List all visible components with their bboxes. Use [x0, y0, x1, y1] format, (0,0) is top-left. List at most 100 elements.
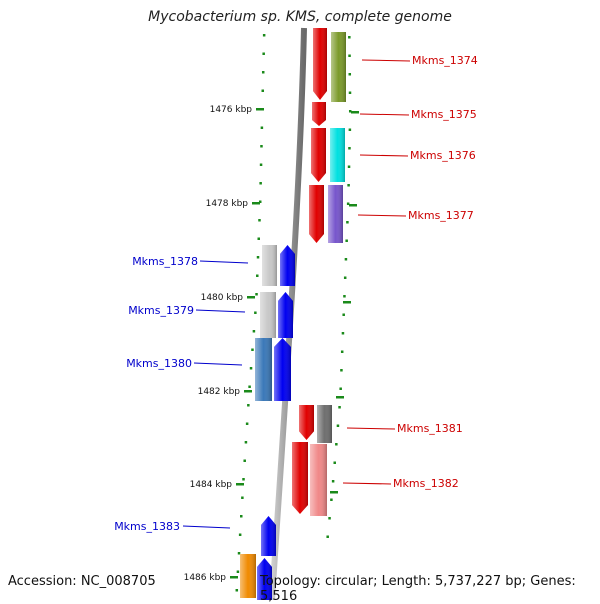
scale-dot [235, 589, 239, 592]
kbp-tick-mark [330, 491, 338, 494]
scale-dot [262, 52, 265, 55]
scale-dot [341, 332, 345, 335]
gene-leader-line [195, 309, 246, 313]
scale-dot [340, 350, 344, 353]
scale-dot [348, 36, 351, 39]
gene-label[interactable]: Mkms_1377 [408, 209, 474, 222]
diagram-title: Mycobacterium sp. KMS, complete genome [148, 9, 452, 25]
scale-dot [333, 461, 336, 464]
scale-dot [247, 404, 250, 407]
gene-arrow[interactable] [274, 338, 291, 401]
scale-dot [339, 387, 342, 390]
gene-label[interactable]: Mkms_1376 [410, 149, 476, 162]
scale-dot [331, 480, 335, 483]
scale-dot [251, 348, 254, 351]
gene-label[interactable]: Mkms_1380 [126, 357, 192, 370]
scale-dot [342, 313, 345, 316]
scale-dot [261, 89, 265, 92]
homolog-block [317, 405, 332, 443]
scale-dot [348, 73, 352, 76]
kbp-tick-mark [256, 108, 264, 111]
scale-dot [256, 274, 259, 277]
scale-dot [348, 128, 352, 131]
scale-dot [259, 163, 263, 166]
scale-dot [328, 517, 331, 520]
scale-dot [240, 515, 243, 518]
scale-dot [347, 165, 351, 168]
gene-arrow[interactable] [309, 185, 324, 243]
scale-dot [343, 295, 346, 298]
homolog-block [328, 185, 343, 243]
scale-dot [258, 219, 261, 222]
scale-dot [260, 145, 263, 148]
kbp-tick-label: 1484 kbp [190, 480, 233, 490]
gene-leader-line [342, 482, 392, 485]
gene-arrow[interactable] [261, 516, 276, 556]
scale-dot [346, 221, 349, 224]
gene-arrow[interactable] [313, 28, 327, 100]
scale-dot [348, 110, 352, 113]
gene-arrow[interactable] [292, 442, 308, 514]
kbp-tick-label: 1486 kbp [184, 573, 227, 583]
scale-dot [238, 533, 242, 536]
scale-dot [237, 552, 241, 555]
scale-dot [346, 202, 350, 205]
gene-label[interactable]: Mkms_1379 [128, 304, 194, 317]
homolog-block [240, 554, 256, 598]
gene-label[interactable]: Mkms_1374 [412, 54, 478, 67]
scale-dot [257, 237, 260, 240]
scale-dot [344, 258, 348, 261]
scale-dot [335, 443, 338, 446]
gene-leader-line [359, 113, 410, 116]
scale-dot [348, 147, 351, 150]
gene-leader-line [346, 427, 396, 430]
gene-label[interactable]: Mkms_1383 [114, 520, 180, 533]
homolog-block [330, 128, 345, 182]
scale-dot [241, 496, 244, 499]
scale-dot [236, 570, 240, 573]
gene-arrow[interactable] [278, 292, 293, 338]
gene-leader-line [357, 214, 407, 217]
gene-leader-line [359, 154, 409, 157]
scale-dot [340, 369, 343, 372]
gene-label[interactable]: Mkms_1382 [393, 477, 459, 490]
homolog-block [255, 338, 272, 401]
kbp-tick-mark [336, 396, 344, 399]
gene-label[interactable]: Mkms_1378 [132, 255, 198, 268]
scale-dot [256, 256, 260, 259]
kbp-tick-label: 1478 kbp [206, 199, 249, 209]
scale-dot [249, 367, 253, 370]
scale-dot [254, 311, 257, 314]
kbp-tick-mark [349, 204, 357, 207]
scale-dot [348, 91, 352, 94]
kbp-tick-mark [244, 390, 252, 393]
scale-dot [252, 330, 256, 333]
kbp-tick-label: 1476 kbp [210, 105, 253, 115]
kbp-tick-label: 1482 kbp [198, 387, 241, 397]
scale-dot [347, 184, 350, 187]
gene-label[interactable]: Mkms_1381 [397, 422, 463, 435]
gene-arrow[interactable] [299, 405, 314, 440]
homolog-block [262, 245, 277, 286]
scale-dot [262, 34, 266, 37]
kbp-tick-mark [247, 296, 255, 299]
kbp-tick-mark [230, 576, 238, 579]
gene-arrow[interactable] [311, 128, 326, 182]
gene-label[interactable]: Mkms_1375 [411, 108, 477, 121]
scale-dot [245, 422, 249, 425]
accession-text: Accession: NC_008705 [8, 574, 156, 589]
gene-arrow[interactable] [312, 102, 326, 126]
scale-dot [336, 424, 340, 427]
gene-arrow[interactable] [257, 558, 272, 600]
scale-dot [242, 478, 245, 481]
scale-dot [326, 535, 329, 538]
gene-arrow[interactable] [280, 245, 295, 286]
gene-leader-line [193, 362, 243, 366]
scale-dot [244, 441, 248, 444]
scale-dot [348, 54, 351, 57]
scale-dot [259, 182, 262, 185]
gene-leader-line [361, 59, 411, 62]
scale-dot [248, 385, 251, 388]
gene-leader-line [182, 525, 231, 529]
scale-dot [258, 200, 262, 203]
